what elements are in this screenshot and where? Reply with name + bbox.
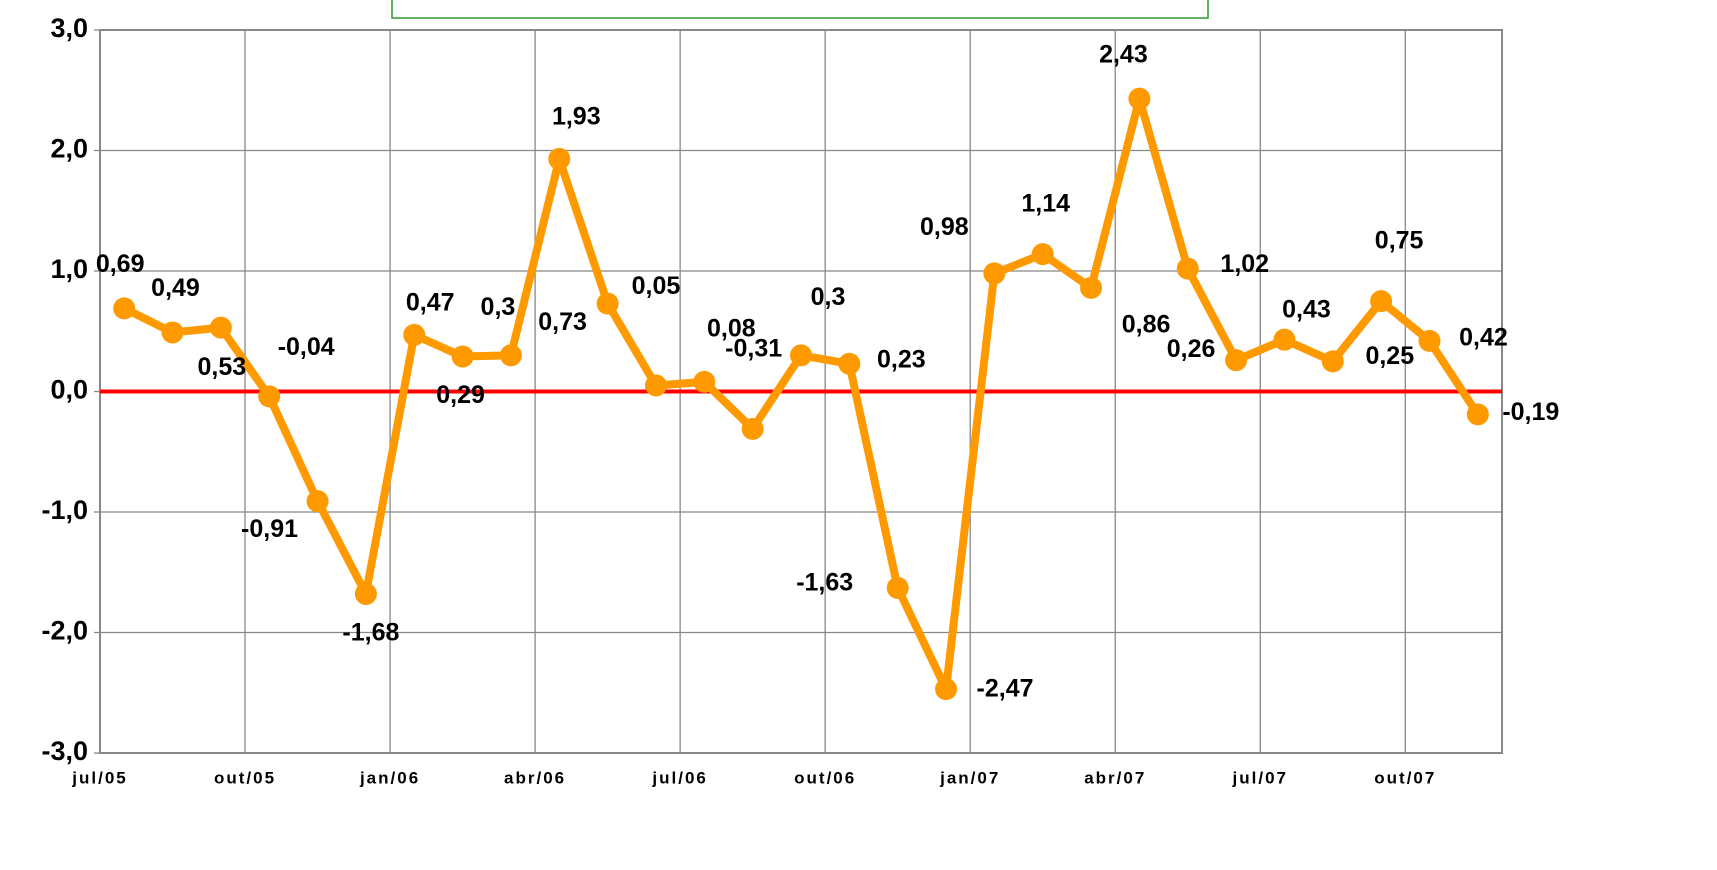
marker — [161, 321, 184, 344]
y-tick-label: 3,0 — [50, 13, 88, 43]
marker — [790, 344, 812, 367]
marker — [499, 344, 522, 367]
data-label: 1,14 — [1021, 190, 1070, 218]
x-tick-label: jan/07 — [939, 768, 1000, 787]
marker — [1273, 328, 1296, 351]
marker — [1466, 403, 1489, 426]
marker — [1080, 276, 1103, 299]
x-tick-label: out/06 — [794, 768, 856, 787]
data-label: 2,43 — [1099, 40, 1148, 68]
x-tick-label: out/05 — [214, 768, 276, 787]
data-label: 0,3 — [811, 283, 846, 311]
data-label: 1,93 — [552, 103, 601, 131]
data-label: 0,86 — [1122, 310, 1171, 338]
marker — [354, 582, 377, 605]
marker — [1031, 243, 1054, 266]
y-tick-label: 2,0 — [50, 134, 88, 164]
marker — [403, 323, 426, 346]
data-label: 0,23 — [877, 345, 926, 373]
series-line — [122, 94, 1482, 694]
marker — [983, 262, 1006, 285]
y-tick-label: -2,0 — [41, 616, 88, 646]
y-tick-label: 1,0 — [50, 254, 88, 284]
x-tick-label: abr/07 — [1084, 768, 1146, 787]
marker — [451, 345, 474, 368]
data-label: 0,69 — [96, 250, 145, 278]
x-tick-label: abr/06 — [504, 768, 566, 787]
data-label: 0,43 — [1282, 295, 1331, 323]
data-label: 0,98 — [920, 213, 969, 241]
y-tick-label: -3,0 — [41, 736, 88, 766]
data-label: 0,25 — [1365, 342, 1414, 370]
data-label: 0,05 — [632, 272, 681, 300]
marker — [1225, 349, 1248, 372]
legend-box — [391, 0, 1209, 19]
y-tick-label: -1,0 — [41, 495, 88, 525]
data-label: 0,29 — [436, 381, 485, 409]
marker — [838, 352, 861, 375]
marker — [886, 576, 909, 599]
x-tick-label: jul/07 — [1232, 768, 1288, 787]
data-label: -0,31 — [725, 334, 782, 362]
marker — [1370, 290, 1393, 313]
data-label: 0,08 — [707, 314, 756, 342]
data-label: 0,53 — [198, 353, 247, 381]
data-label: 0,42 — [1459, 323, 1508, 351]
marker — [1321, 350, 1344, 373]
marker — [258, 385, 281, 408]
marker — [1418, 329, 1441, 352]
data-label: 0,3 — [481, 293, 516, 321]
marker — [1176, 257, 1199, 280]
data-label: 0,75 — [1375, 227, 1424, 255]
x-tick-label: out/07 — [1374, 768, 1436, 787]
x-tick-label: jul/06 — [651, 768, 707, 787]
data-label: -0,04 — [278, 333, 335, 361]
data-label: -0,91 — [241, 515, 298, 543]
data-label: -1,68 — [342, 619, 399, 647]
data-label: -2,47 — [977, 675, 1034, 703]
x-tick-label: jul/05 — [71, 768, 127, 787]
marker — [1128, 87, 1151, 110]
marker — [209, 316, 232, 339]
marker — [113, 297, 136, 320]
marker — [596, 292, 619, 315]
data-label: -1,63 — [796, 569, 853, 597]
y-tick-label: 0,0 — [50, 375, 88, 405]
data-label: 0,26 — [1167, 335, 1216, 363]
marker — [644, 374, 667, 397]
marker — [306, 490, 329, 513]
marker — [548, 147, 571, 170]
marker — [935, 678, 958, 701]
data-label: 0,47 — [406, 288, 455, 316]
data-label: -0,19 — [1502, 398, 1559, 426]
marker — [693, 370, 716, 393]
data-label: 0,49 — [151, 274, 200, 302]
data-label: 1,02 — [1220, 250, 1269, 278]
data-label: 0,73 — [538, 308, 587, 336]
marker — [741, 417, 764, 440]
x-tick-label: jan/06 — [359, 768, 420, 787]
